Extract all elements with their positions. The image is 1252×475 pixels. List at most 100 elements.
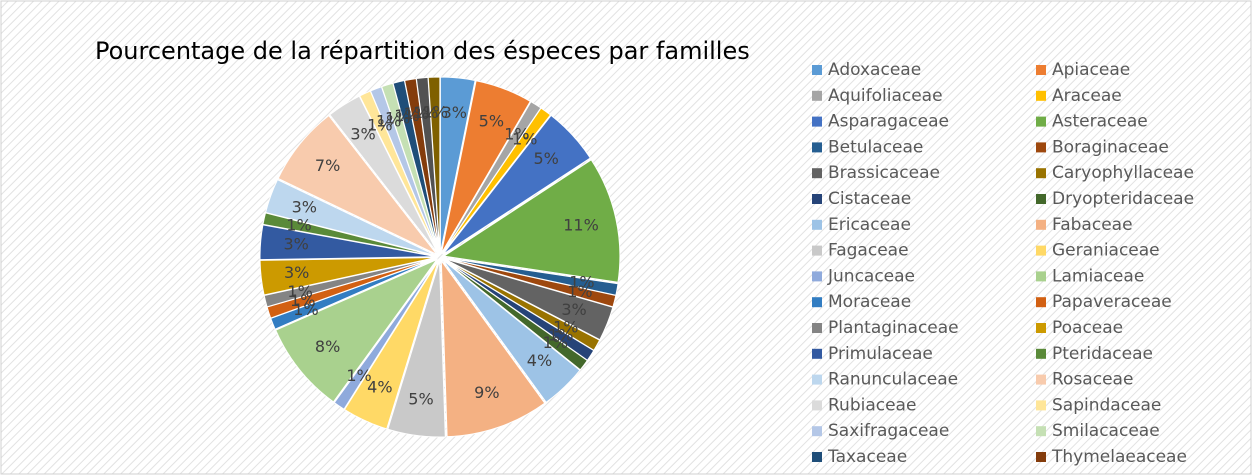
legend-marker xyxy=(812,323,822,333)
data-label: 1% xyxy=(293,300,318,319)
data-label: 3% xyxy=(442,103,467,122)
legend-label: Poaceae xyxy=(1052,318,1123,338)
legend-marker xyxy=(1036,116,1046,127)
data-label: 1% xyxy=(553,317,578,336)
legend-marker xyxy=(812,348,822,359)
pie-slice xyxy=(333,260,439,410)
legend-marker xyxy=(812,142,822,153)
pie-slice xyxy=(263,257,437,308)
legend-marker xyxy=(812,65,822,75)
legend-label: Aquifoliaceae xyxy=(828,86,943,106)
pie-slice xyxy=(443,258,614,341)
data-label: 5% xyxy=(479,112,504,131)
pie-slice xyxy=(259,256,437,296)
data-label: 9% xyxy=(474,383,499,402)
legend-marker xyxy=(1036,65,1046,75)
pie-slice xyxy=(265,178,437,257)
legend-marker xyxy=(1036,400,1046,411)
pie-slice xyxy=(440,259,546,438)
data-label: 1% xyxy=(385,109,410,128)
pie-slice xyxy=(427,76,441,254)
legend-label: Primulaceae xyxy=(828,344,933,364)
data-label: 3% xyxy=(561,300,586,319)
data-label: 1% xyxy=(512,130,537,149)
legend-marker xyxy=(1036,374,1046,385)
legend-label: Geraniaceae xyxy=(1052,241,1160,261)
legend-label: Asteraceae xyxy=(1052,112,1148,132)
data-label: 4% xyxy=(527,351,552,370)
legend-marker xyxy=(1036,142,1046,153)
legend-label: Juncaceae xyxy=(827,266,915,286)
pie-slice xyxy=(441,107,552,255)
pie-slice xyxy=(343,260,439,430)
legend-label: Caryophyllaceae xyxy=(1052,163,1194,183)
legend-label: Fagaceae xyxy=(828,241,909,261)
legend-marker xyxy=(1036,271,1046,282)
data-label: 1% xyxy=(543,333,568,352)
legend-label: Cistaceae xyxy=(828,189,911,209)
legend-label: Apiaceae xyxy=(1052,60,1130,80)
legend-marker xyxy=(1036,168,1046,179)
data-label: 7% xyxy=(315,156,340,175)
data-label: 3% xyxy=(283,235,308,254)
pie-slice xyxy=(440,80,531,254)
pie-slice xyxy=(442,159,621,283)
legend-marker xyxy=(812,297,822,308)
legend-marker xyxy=(812,168,822,179)
pie-slice xyxy=(442,114,591,255)
legend-label: Thymelaeaceae xyxy=(1051,447,1187,467)
legend-label: Smilacaceae xyxy=(1052,421,1160,441)
data-label: 3% xyxy=(350,124,375,143)
chart-title: Pourcentage de la répartition des éspece… xyxy=(95,37,750,65)
legend-marker xyxy=(1036,348,1046,359)
data-label: 1% xyxy=(346,366,371,385)
legend-label: Dryopteridaceae xyxy=(1052,189,1194,209)
legend-label: Lamiaceae xyxy=(1052,266,1144,286)
legend-marker xyxy=(1036,194,1046,204)
legend-label: Araceae xyxy=(1052,86,1122,106)
legend-marker xyxy=(1036,297,1046,308)
legend-label: Papaveraceae xyxy=(1052,292,1172,312)
data-label: 3% xyxy=(284,263,309,282)
data-label: 3% xyxy=(292,197,317,216)
pie-slice xyxy=(442,259,581,403)
pie-slice xyxy=(329,95,439,254)
pie-slice xyxy=(259,224,437,261)
legend-label: Boraginaceae xyxy=(1052,137,1169,157)
pie-slice xyxy=(443,257,617,308)
data-label: 1% xyxy=(548,325,573,344)
data-label: 11% xyxy=(563,216,599,235)
pie-slice xyxy=(277,114,438,255)
legend-marker xyxy=(812,426,822,437)
legend-marker xyxy=(812,194,822,204)
legend-label: Sapindaceae xyxy=(1052,395,1161,415)
legend-marker xyxy=(812,271,822,282)
legend-marker xyxy=(812,90,822,101)
legend-label: Taxaceae xyxy=(827,447,907,467)
legend-marker xyxy=(1036,426,1046,437)
pie-slice xyxy=(262,212,437,257)
data-label: 1% xyxy=(290,291,315,310)
data-label: 1% xyxy=(413,103,438,122)
data-label: 1% xyxy=(504,124,529,143)
data-label: 1% xyxy=(367,115,392,134)
data-label: 1% xyxy=(569,273,594,292)
legend-label: Betulaceae xyxy=(828,137,923,157)
data-label: 1% xyxy=(404,104,429,123)
legend-label: Rubiaceae xyxy=(828,395,916,415)
legend-label: Ranunculaceae xyxy=(828,370,958,390)
legend-marker xyxy=(812,400,822,411)
legend-marker xyxy=(1036,90,1046,101)
legend-label: Saxifragaceae xyxy=(828,421,949,441)
legend-marker xyxy=(1036,219,1046,230)
legend-label: Pteridaceae xyxy=(1052,344,1153,364)
legend-label: Fabaceae xyxy=(1052,215,1133,235)
pie-slice xyxy=(275,258,439,403)
legend-marker xyxy=(812,452,822,462)
legend-marker xyxy=(812,245,822,256)
pie-slice xyxy=(439,76,476,254)
data-label: 5% xyxy=(408,390,433,409)
legend-marker xyxy=(1036,452,1046,462)
